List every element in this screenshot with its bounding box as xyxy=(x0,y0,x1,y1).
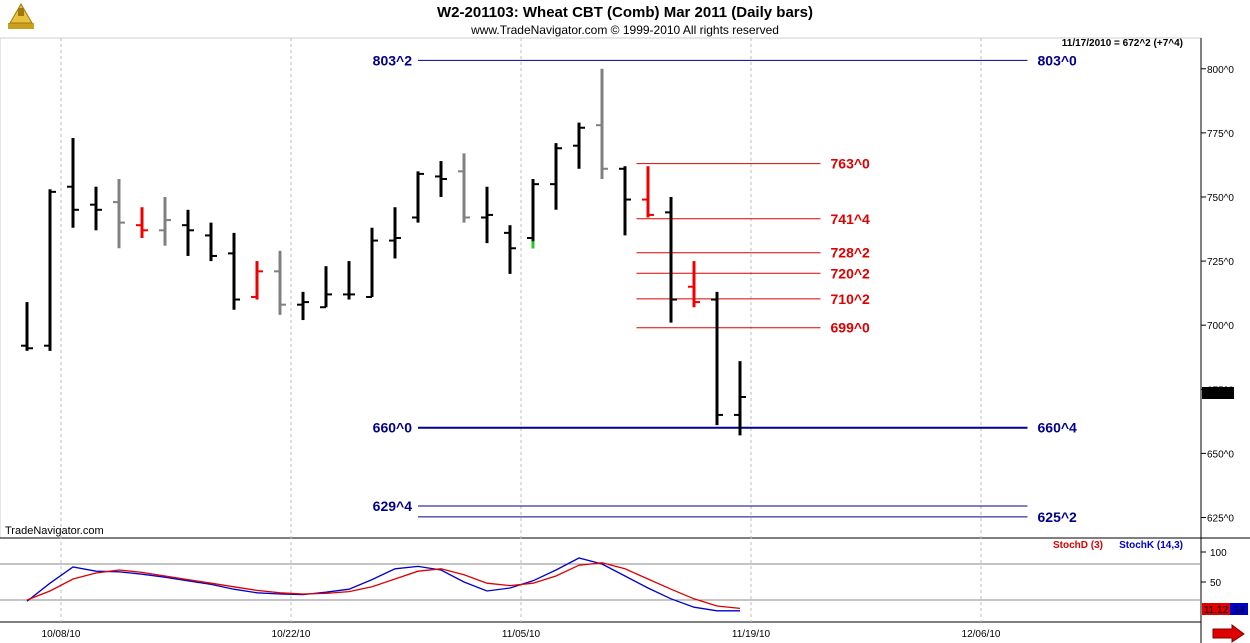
level-label-right: 660^4 xyxy=(1038,420,1078,436)
level-label-right: 710^2 xyxy=(831,291,871,307)
price-bar xyxy=(665,196,677,323)
level-label-right: 763^0 xyxy=(831,156,871,172)
price-tick-label: 725^0 xyxy=(1207,257,1234,268)
price-bar xyxy=(573,122,585,169)
stoch-series-line xyxy=(26,557,740,612)
stoch-tick-label: 50 xyxy=(1210,578,1222,589)
stoch-value-tag xyxy=(1202,603,1230,615)
stoch-value-tag-2 xyxy=(1230,603,1248,615)
price-tick-label: 775^0 xyxy=(1207,129,1234,140)
price-tick-label: 800^0 xyxy=(1207,65,1234,76)
quote-readout: 11/17/2010 = 672^2 (+7^4) xyxy=(1062,38,1183,49)
date-tick-label: 10/22/10 xyxy=(272,629,311,640)
stoch-value-label-2: 14 xyxy=(1233,605,1245,616)
price-bar xyxy=(274,250,286,315)
legend-stochd: StochD (3) xyxy=(1053,540,1103,551)
current-price-label: 672^2 xyxy=(1205,389,1232,400)
level-label-left: 803^2 xyxy=(373,52,413,68)
price-tick-label: 650^0 xyxy=(1207,449,1234,460)
level-label-right: 720^2 xyxy=(831,265,871,281)
price-bar xyxy=(113,179,125,249)
date-tick-label: 11/05/10 xyxy=(502,629,541,640)
price-bar xyxy=(596,68,608,180)
date-tick-label: 10/08/10 xyxy=(42,629,81,640)
stoch-value-label: 11.12 xyxy=(1204,605,1229,616)
level-label-right: 625^2 xyxy=(1038,509,1078,525)
price-bar xyxy=(435,161,447,197)
level-label-left: 629^4 xyxy=(373,498,413,514)
price-bar xyxy=(228,232,240,310)
price-bar xyxy=(182,209,194,256)
price-tick-label: 750^0 xyxy=(1207,193,1234,204)
date-axis: 10/08/10 10/22/10 11/05/10 11/19/10 12/06/10 xyxy=(42,629,1001,640)
price-bar xyxy=(619,166,631,236)
logo-icon xyxy=(8,3,34,29)
price-bar xyxy=(504,225,516,274)
price-levels: 803^2 803^0 763^0 741^4 728^2 720^2 710^2 699^0… xyxy=(373,52,1077,524)
level-label-right: 803^0 xyxy=(1038,52,1078,68)
level-label-right: 699^0 xyxy=(831,320,871,336)
price-bar xyxy=(343,261,355,300)
stoch-axis: 100 50 xyxy=(1201,548,1227,589)
price-bar xyxy=(67,138,79,228)
level-label-left: 660^0 xyxy=(373,420,413,436)
legend-stochk: StochK (14,3) xyxy=(1119,540,1183,551)
price-bar xyxy=(251,261,263,300)
price-tick-label: 700^0 xyxy=(1207,321,1234,332)
price-bar xyxy=(458,153,470,223)
price-bar xyxy=(205,222,217,262)
price-bars xyxy=(21,68,746,436)
stoch-series-line xyxy=(26,562,741,610)
price-bar xyxy=(642,166,654,218)
current-price-tag xyxy=(1202,387,1234,399)
price-bar xyxy=(389,207,401,259)
price-bar xyxy=(297,291,309,321)
chart-subtitle: www.TradeNavigator.com © 1999-2010 All r… xyxy=(470,23,779,37)
price-bar xyxy=(136,207,148,238)
level-label-right: 741^4 xyxy=(831,211,871,227)
price-bar xyxy=(711,291,723,426)
price-bar xyxy=(159,196,171,246)
price-bar xyxy=(734,361,746,436)
price-bar xyxy=(90,186,102,231)
price-bar xyxy=(412,171,424,223)
price-bar xyxy=(320,266,332,309)
price-grid xyxy=(60,38,982,622)
price-bar xyxy=(688,261,700,308)
watermark: TradeNavigator.com xyxy=(5,525,104,537)
price-bar xyxy=(481,186,493,244)
level-label-right: 728^2 xyxy=(831,245,871,261)
date-tick-label: 12/06/10 xyxy=(962,629,1001,640)
price-bar xyxy=(550,143,562,210)
chart-title: W2-201103: Wheat CBT (Comb) Mar 2011 (Da… xyxy=(437,4,813,21)
stoch-tick-label: 100 xyxy=(1210,548,1227,559)
scroll-right-arrow-icon[interactable] xyxy=(1212,624,1245,643)
price-bar xyxy=(366,227,378,298)
price-bar xyxy=(44,189,56,351)
stoch-lines xyxy=(26,557,741,612)
price-tick-label: 625^0 xyxy=(1207,513,1234,524)
price-bar xyxy=(21,302,33,351)
stoch-grid xyxy=(0,563,1201,601)
date-tick-label: 11/19/10 xyxy=(732,629,771,640)
price-bar xyxy=(527,179,539,249)
